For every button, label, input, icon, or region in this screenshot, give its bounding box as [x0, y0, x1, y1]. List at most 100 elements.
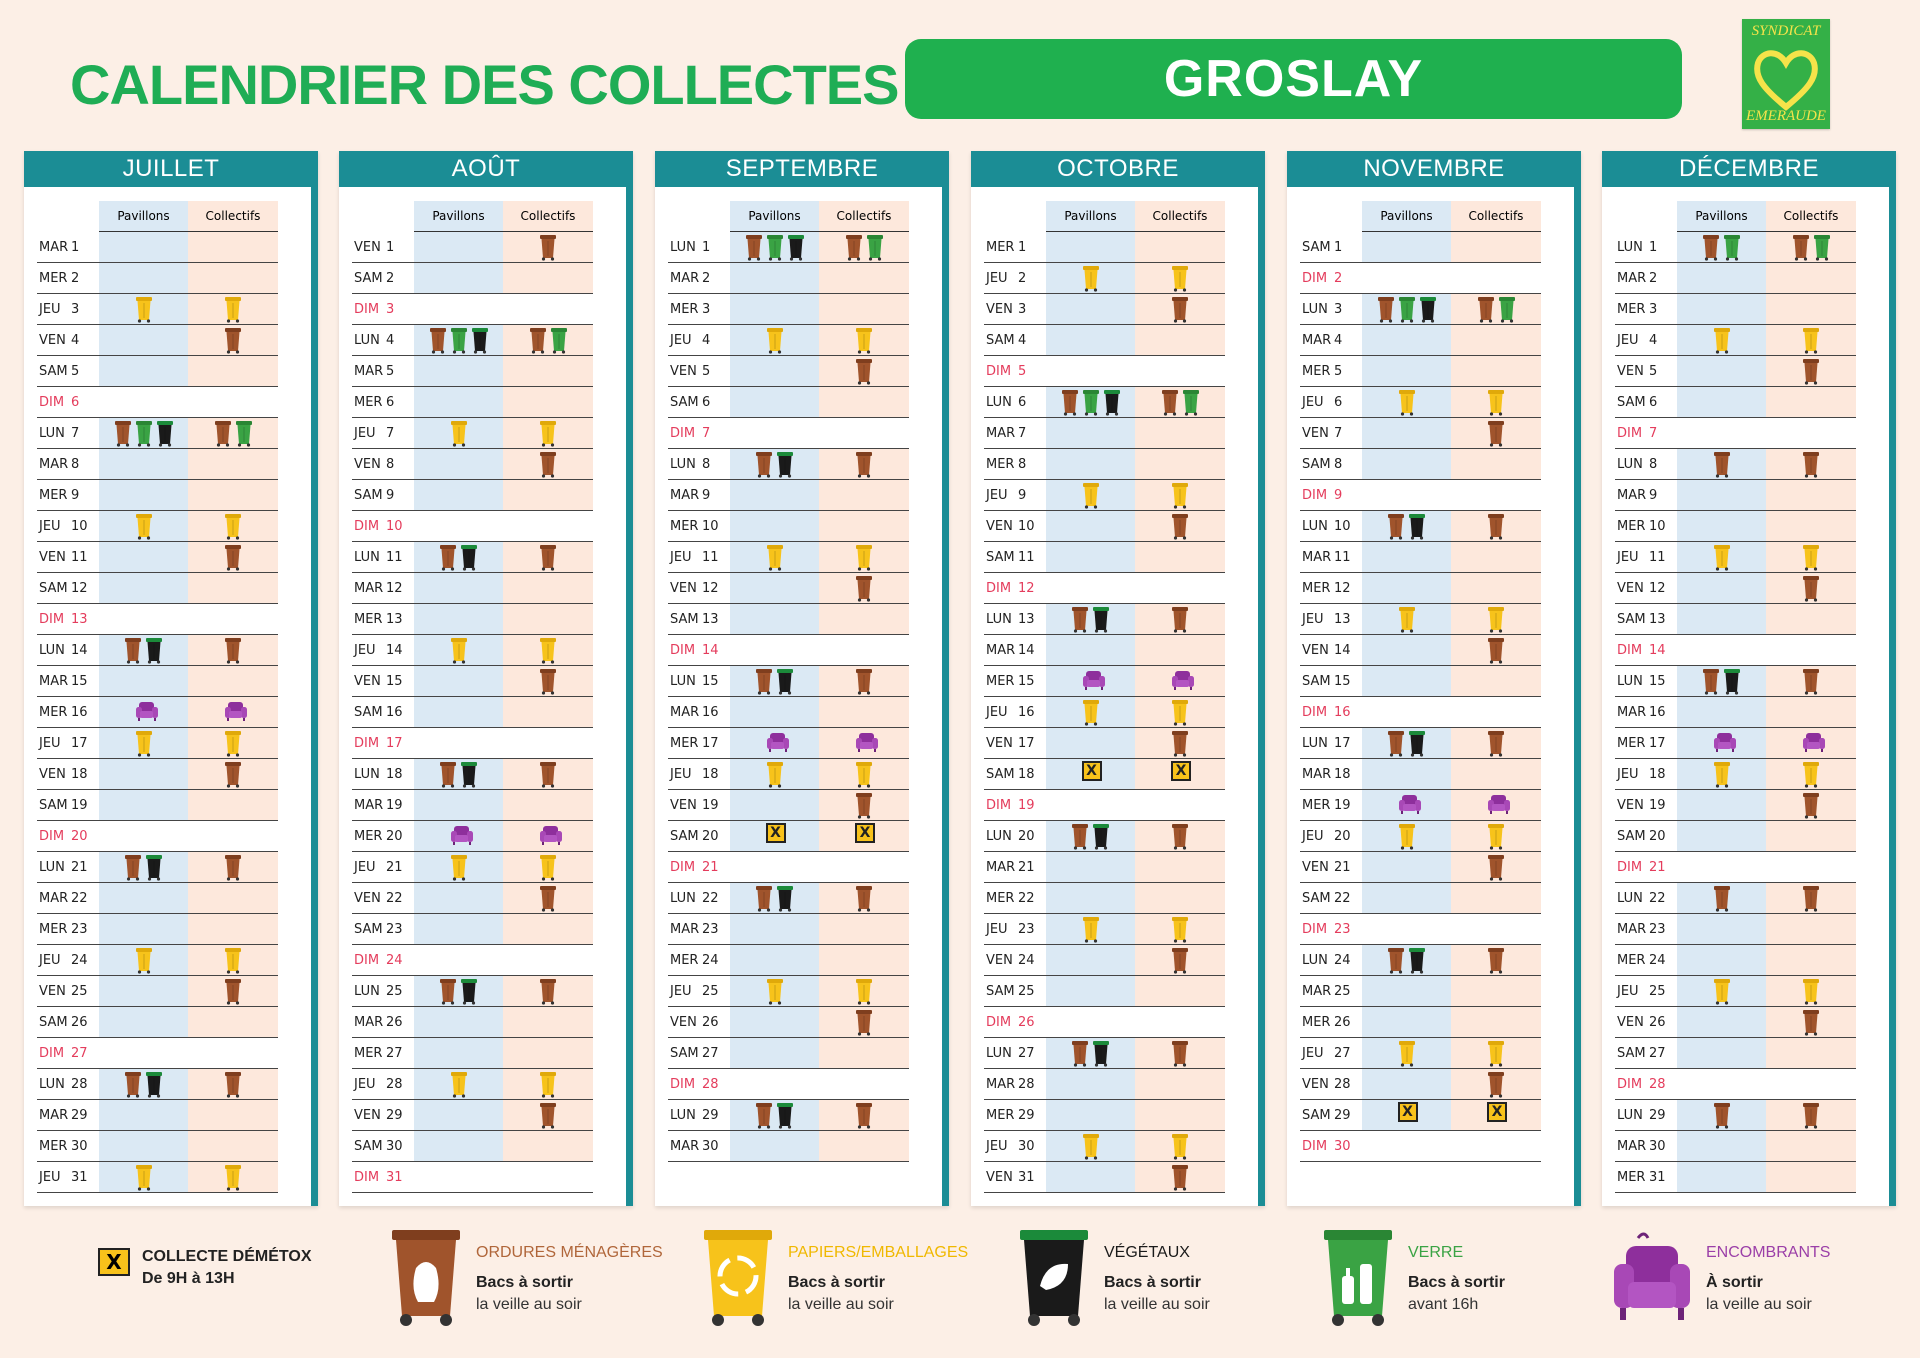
collectifs-cell [188, 728, 278, 759]
brown-bin-icon [124, 637, 142, 664]
collectifs-cell [503, 790, 593, 821]
day-label: MER 8 [984, 449, 1046, 480]
collectifs-cell [188, 604, 278, 635]
day-number: 10 [71, 518, 88, 534]
pavillons-cell [1677, 232, 1766, 263]
pavillons-cell [414, 356, 503, 387]
day-row: MAR 14 [984, 635, 1225, 666]
weekday: MER [1617, 952, 1646, 968]
day-number: 25 [702, 983, 719, 999]
day-label: SAM 13 [1615, 604, 1677, 635]
pavillons-cell [1046, 697, 1135, 728]
pavillons-cell [1677, 1100, 1766, 1131]
legend-line1: Bacs à sortir [476, 1274, 573, 1291]
day-label: VEN 1 [352, 232, 414, 263]
brown-bin-icon [224, 637, 242, 664]
day-label: MAR 14 [984, 635, 1046, 666]
brown-bin-icon [745, 234, 763, 261]
day-row: JEU 7 [352, 418, 593, 449]
green-bin-icon [1320, 1228, 1396, 1332]
day-label: MAR 21 [984, 852, 1046, 883]
day-row: MER 3 [1615, 294, 1856, 325]
pavillons-cell [1046, 1038, 1135, 1069]
day-number: 21 [1334, 859, 1351, 875]
yellow-bin-icon [1082, 482, 1100, 509]
pavillons-cell [1362, 759, 1451, 790]
pavillons-cell [730, 697, 819, 728]
pavillons-cell [730, 356, 819, 387]
day-number: 13 [1334, 611, 1351, 627]
day-label: MAR 25 [1300, 976, 1362, 1007]
yellow-bin-icon [1082, 265, 1100, 292]
day-row: LUN 1 [1615, 232, 1856, 263]
pavillons-cell [99, 1007, 188, 1038]
day-number: 16 [71, 704, 88, 720]
collectifs-cell [503, 666, 593, 697]
collectifs-cell [188, 418, 278, 449]
collectifs-header: Collectifs [1766, 201, 1856, 232]
yellow-bin-icon [1487, 1040, 1505, 1067]
day-label: DIM 24 [352, 945, 414, 976]
pavillons-cell [99, 697, 188, 728]
pavillons-cell [1362, 480, 1451, 511]
collectifs-cell [503, 852, 593, 883]
collectifs-cell [1766, 356, 1856, 387]
day-number: 24 [1649, 952, 1666, 968]
pavillons-cell [1677, 449, 1766, 480]
day-label: DIM 20 [37, 821, 99, 852]
collectifs-cell [188, 976, 278, 1007]
weekday: VEN [1302, 859, 1329, 875]
day-number: 1 [71, 239, 80, 255]
weekday: SAM [1617, 611, 1646, 627]
day-number: 27 [386, 1045, 403, 1061]
day-row: VEN 1 [352, 232, 593, 263]
pavillons-cell [730, 976, 819, 1007]
day-number: 10 [1334, 518, 1351, 534]
day-number: 28 [386, 1076, 403, 1092]
pavillons-cell [99, 418, 188, 449]
collectifs-cell [819, 883, 909, 914]
day-number: 28 [1018, 1076, 1035, 1092]
day-number: 7 [71, 425, 80, 441]
column-headers: Pavillons Collectifs [352, 201, 593, 232]
month-grid: Pavillons Collectifs MER 1 JEU 2 VEN 3 SAM 4 DIM 5 L… [984, 201, 1225, 1193]
weekday: SAM [1617, 1045, 1646, 1061]
collectifs-cell [1766, 945, 1856, 976]
day-row: JEU 30 [984, 1131, 1225, 1162]
weekday: VEN [354, 239, 381, 255]
collectifs-cell [1135, 635, 1225, 666]
day-number: 5 [1018, 363, 1027, 379]
pavillons-cell [1677, 1162, 1766, 1193]
weekday: DIM [1302, 270, 1328, 286]
day-number: 16 [386, 704, 403, 720]
yellow-bin-icon [135, 296, 153, 323]
pavillons-cell [1362, 883, 1451, 914]
collectifs-cell [1135, 294, 1225, 325]
pavillons-cell [1362, 790, 1451, 821]
day-number: 13 [1649, 611, 1666, 627]
demetox-icon: X [1171, 760, 1191, 788]
day-label: MAR 9 [668, 480, 730, 511]
day-row: MAR 29 [37, 1100, 278, 1131]
collectifs-cell [819, 449, 909, 480]
day-row: MAR 9 [1615, 480, 1856, 511]
pavillons-cell [99, 542, 188, 573]
day-number: 19 [1649, 797, 1666, 813]
day-row: JEU 28 [352, 1069, 593, 1100]
legend-line2: la veille au soir [788, 1296, 894, 1313]
legend-line2: avant 16h [1408, 1296, 1479, 1313]
pavillons-cell [1362, 1038, 1451, 1069]
day-number: 24 [71, 952, 88, 968]
day-label: DIM 17 [352, 728, 414, 759]
green-bin-icon [866, 234, 884, 261]
pavillons-cell [1677, 1131, 1766, 1162]
collectifs-cell [1766, 852, 1856, 883]
day-number: 30 [702, 1138, 719, 1154]
weekday: MER [1302, 797, 1331, 813]
day-number: 25 [386, 983, 403, 999]
day-label: MER 17 [668, 728, 730, 759]
month-side-bar [942, 187, 949, 1206]
day-row: LUN 6 [984, 387, 1225, 418]
collectifs-cell [1451, 852, 1541, 883]
day-label: SAM 6 [1615, 387, 1677, 418]
